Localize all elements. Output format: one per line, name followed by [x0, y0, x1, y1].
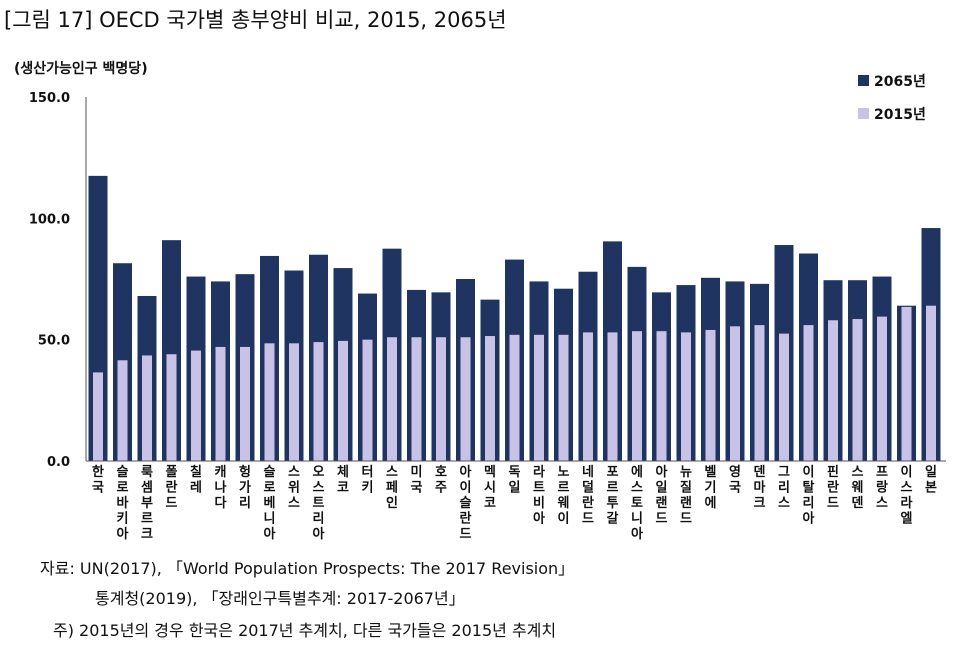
bar-2015 [117, 360, 128, 461]
bar-2015 [142, 355, 152, 461]
y-axis-unit-label: (생산가능인구 백명당) [14, 61, 148, 77]
figure-title: [그림 17] OECD 국가별 총부양비 비교, 2015, 2065년 [4, 8, 507, 32]
y-tick-label: 100.0 [29, 212, 70, 227]
bar-2015 [558, 334, 569, 461]
bar-2015 [852, 319, 863, 461]
bar-2015 [436, 337, 446, 461]
bar-2015 [289, 343, 299, 461]
footnote: 주) 2015년의 경우 한국은 2017년 추계치, 다른 국가들은 2015… [53, 621, 557, 640]
bar-2015 [730, 326, 740, 461]
y-tick-label: 50.0 [38, 334, 70, 349]
bar-2015 [779, 333, 789, 461]
bar-chart: 0.0 50.0 100.0 150.0 한 국 슬 로 바 키 아 룩 셈 부 르 크 폴 란 드 칠 레 캐 나 다 헝 가 리… [29, 74, 946, 542]
bar-2015 [240, 346, 250, 461]
bar-2015 [191, 350, 201, 461]
legend-swatch-2015 [858, 108, 869, 119]
bar-2015 [313, 342, 324, 461]
bar-2015 [632, 331, 642, 461]
bar-2015 [93, 372, 103, 461]
bar-2015 [534, 334, 544, 461]
bar-2015 [754, 325, 765, 461]
bar-2015 [681, 332, 691, 461]
bar-2015 [509, 334, 520, 461]
bar-2015 [656, 331, 667, 461]
bar-2015 [411, 337, 422, 461]
source-note-2: 통계청(2019), 「장래인구특별추계: 2017-2067년」 [95, 589, 465, 608]
bar-2015 [901, 306, 912, 461]
legend-swatch-2065 [858, 75, 869, 86]
bar-2015 [215, 346, 226, 461]
y-tick-label: 0.0 [47, 455, 70, 470]
source-note: 자료: UN(2017), 「World Population Prospect… [40, 559, 575, 578]
bar-2015 [705, 329, 716, 461]
bar-2015 [485, 336, 495, 461]
bar-2015 [264, 343, 275, 461]
bar-2015 [387, 337, 397, 461]
bar-2015 [166, 354, 177, 461]
bar-2015 [877, 316, 887, 461]
bar-2015 [583, 332, 593, 461]
legend-label-2015: 2015년 [874, 107, 926, 123]
legend-label-2065: 2065년 [874, 74, 926, 90]
bar-2015 [926, 305, 936, 461]
y-tick-label: 150.0 [29, 91, 70, 106]
bar-2015 [803, 325, 814, 461]
bar-2015 [362, 339, 373, 461]
bar-2015 [607, 332, 618, 461]
bar-2015 [828, 320, 838, 461]
bar-2015 [338, 340, 348, 461]
bar-2015 [460, 337, 471, 461]
